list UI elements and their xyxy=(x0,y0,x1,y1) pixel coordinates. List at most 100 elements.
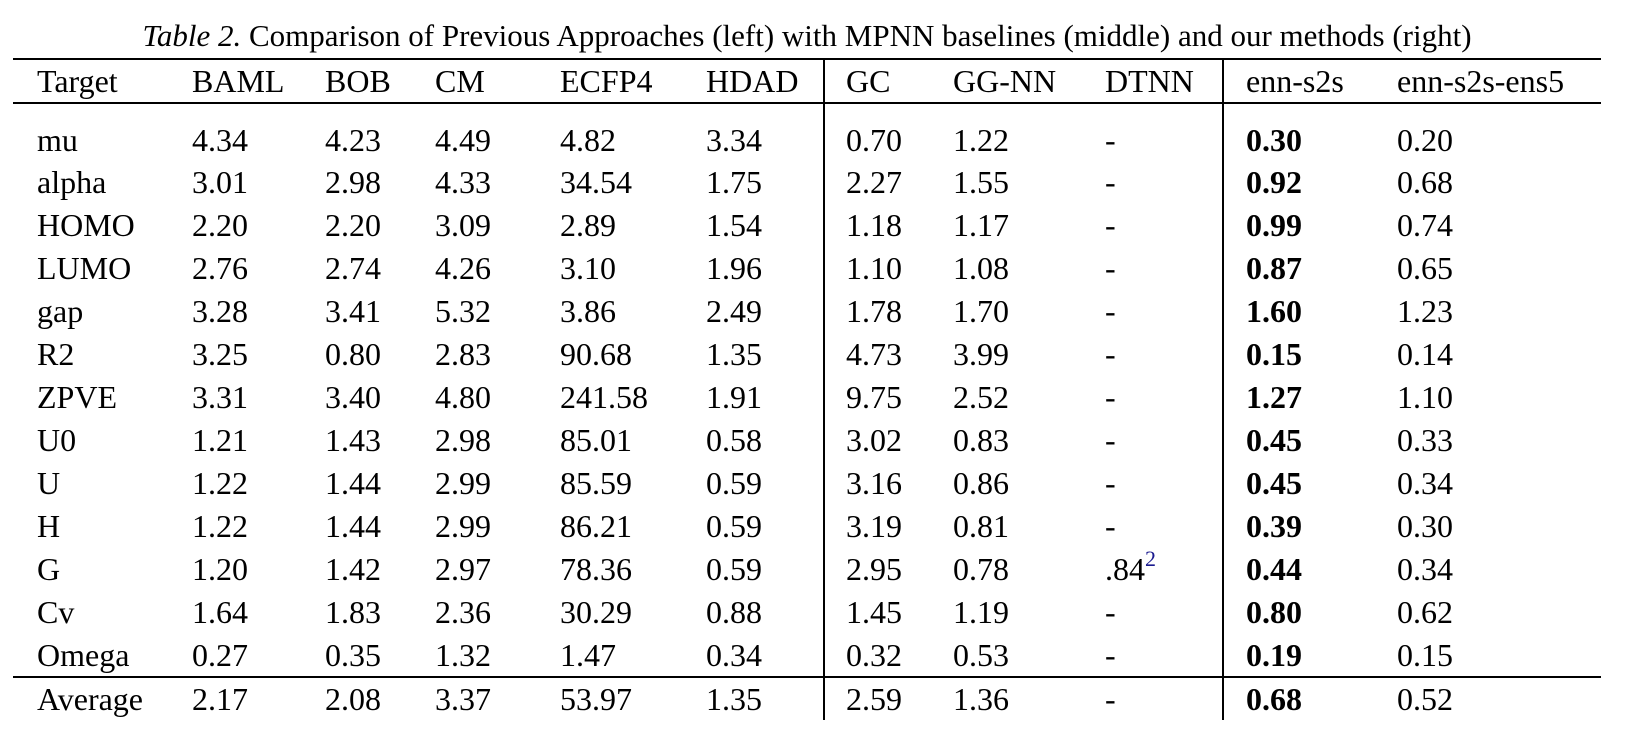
cell-value: 1.64 xyxy=(192,594,248,630)
cell-value: 9.75 xyxy=(846,379,902,415)
cell-value: 0.59 xyxy=(693,548,825,591)
column-header-ecfp4: ECFP4 xyxy=(560,62,653,99)
cell-value: 3.34 xyxy=(693,103,825,161)
cell-value: 2.17 xyxy=(179,676,312,720)
cell-value: 0.68 xyxy=(1223,676,1384,720)
cell-value: 1.70 xyxy=(953,293,1009,329)
cell-value: 0.87 xyxy=(1246,250,1302,286)
cell-value: 0.58 xyxy=(693,419,825,462)
cell-value: 0.59 xyxy=(693,462,825,505)
table-body: mu 4.34 4.23 4.49 4.82 3.34 0.70 1.22-0.30 0.20 a… xyxy=(13,103,1601,720)
cell-value: 34.54 xyxy=(560,164,632,200)
table-row-r2: R2 3.25 0.80 2.83 90.68 1.35 4.73 3.99 -0.15 0.14 xyxy=(13,333,1601,376)
cell-value: 3.25 xyxy=(192,336,248,372)
cell-value: 86.21 xyxy=(560,508,632,544)
cell-value: 3.37 xyxy=(422,676,547,720)
cell-value: 2.49 xyxy=(693,290,825,333)
cell-value: - xyxy=(1092,376,1224,419)
cell-value: 2.36 xyxy=(435,594,491,630)
cell-value: 1.23 xyxy=(1397,293,1453,329)
cell-value: - xyxy=(1092,204,1224,247)
cell-value: 3.19 xyxy=(846,508,902,544)
footnote-ref-link[interactable]: 2 xyxy=(1145,548,1156,572)
column-header-enn-s2s: enn-s2s xyxy=(1246,62,1344,99)
cell-value: 3.41 xyxy=(325,293,381,329)
cell-value: 1.43 xyxy=(325,422,381,458)
table-row-u0: U0 1.21 1.43 2.98 85.01 0.58 3.02 0.83 -0.45 0.33 xyxy=(13,419,1601,462)
cell-value: 1.54 xyxy=(693,204,825,247)
cell-value: 2.97 xyxy=(435,551,491,587)
row-label-u0: U0 xyxy=(37,422,77,458)
cell-value: 90.68 xyxy=(560,336,632,372)
cell-value: 3.01 xyxy=(192,164,248,200)
cell-value: 0.59 xyxy=(693,505,825,548)
cell-value: - xyxy=(1092,505,1224,548)
cell-value: 1.22 xyxy=(953,121,1009,158)
cell-value: 1.22 xyxy=(192,508,248,544)
cell-value: 0.81 xyxy=(953,508,1009,544)
table-caption: Table 2. Comparison of Previous Approach… xyxy=(13,17,1601,56)
cell-value: 1.18 xyxy=(846,207,902,243)
cell-value: 0.78 xyxy=(953,551,1009,587)
cell-value: 3.16 xyxy=(846,465,902,501)
row-label-homo: HOMO xyxy=(37,207,135,243)
cell-value: - xyxy=(1092,676,1224,720)
cell-value: 4.82 xyxy=(560,121,616,158)
cell-value: 0.83 xyxy=(953,422,1009,458)
cell-value: 1.44 xyxy=(325,508,381,544)
cell-value: 2.89 xyxy=(560,207,616,243)
cell-value: 0.65 xyxy=(1397,250,1453,286)
cell-value: 0.52 xyxy=(1384,676,1601,720)
cell-value: 3.28 xyxy=(192,293,248,329)
cell-value: 78.36 xyxy=(560,551,632,587)
cell-value: 3.99 xyxy=(953,336,1009,372)
cell-value: 0.45 xyxy=(1246,465,1302,501)
cell-value: 1.10 xyxy=(846,250,902,286)
column-header-bob: BOB xyxy=(325,62,391,99)
cell-value: 1.35 xyxy=(693,676,825,720)
cell-value: 0.32 xyxy=(846,636,902,673)
table-row-gap: gap 3.28 3.41 5.32 3.86 2.49 1.78 1.70 -1.60 1.23 xyxy=(13,290,1601,333)
cell-value: 0.80 xyxy=(1246,594,1302,630)
cell-value: 1.75 xyxy=(693,161,825,204)
table-row-g: G 1.20 1.42 2.97 78.36 0.59 2.95 0.78 .842 0.44 0.… xyxy=(13,548,1601,591)
column-header-baml: BAML xyxy=(192,62,285,99)
cell-value: 2.83 xyxy=(435,336,491,372)
cell-value: 2.98 xyxy=(325,164,381,200)
cell-value: 2.20 xyxy=(192,207,248,243)
cell-value: 4.49 xyxy=(435,121,491,158)
cell-value: 1.47 xyxy=(560,636,616,673)
cell-value: 1.21 xyxy=(192,422,248,458)
cell-value: 2.52 xyxy=(953,379,1009,415)
cell-value: 1.22 xyxy=(192,465,248,501)
cell-value: 1.91 xyxy=(693,376,825,419)
row-label-gap: gap xyxy=(37,293,84,329)
caption-label: Table 2. xyxy=(142,18,242,53)
cell-value: 1.19 xyxy=(953,594,1009,630)
cell-value: - xyxy=(1092,333,1224,376)
cell-value: 2.98 xyxy=(435,422,491,458)
cell-value: 3.09 xyxy=(435,207,491,243)
cell-value: 0.86 xyxy=(953,465,1009,501)
average-row: Average 2.17 2.08 3.37 53.97 1.35 2.59 1.36-0.6… xyxy=(13,676,1601,720)
cell-value: 3.31 xyxy=(192,379,248,415)
cell-value: 0.20 xyxy=(1397,121,1453,158)
cell-value: - xyxy=(1092,591,1224,634)
cell-value: 0.92 xyxy=(1246,164,1302,200)
cell-value: - xyxy=(1092,247,1224,290)
cell-value: 0.39 xyxy=(1246,508,1302,544)
column-header-enn-s2s-ens5: enn-s2s-ens5 xyxy=(1397,62,1565,99)
cell-value: - xyxy=(1092,419,1224,462)
cell-value: - xyxy=(1092,462,1224,505)
cell-value: 85.01 xyxy=(560,422,632,458)
cell-value: - xyxy=(1092,161,1224,204)
cell-value: 1.78 xyxy=(846,293,902,329)
table-row-alpha: alpha 3.01 2.98 4.33 34.54 1.75 2.27 1.55 -0.92 0… xyxy=(13,161,1601,204)
cell-value: 1.36 xyxy=(940,676,1092,720)
cell-value: 1.83 xyxy=(325,594,381,630)
cell-value: 241.58 xyxy=(560,379,648,415)
cell-value: - xyxy=(1092,634,1224,677)
table-row-homo: HOMO 2.20 2.20 3.09 2.89 1.54 1.18 1.17 -0.99 0.7… xyxy=(13,204,1601,247)
row-label-zpve: ZPVE xyxy=(37,379,117,415)
cell-value: 2.08 xyxy=(312,676,422,720)
